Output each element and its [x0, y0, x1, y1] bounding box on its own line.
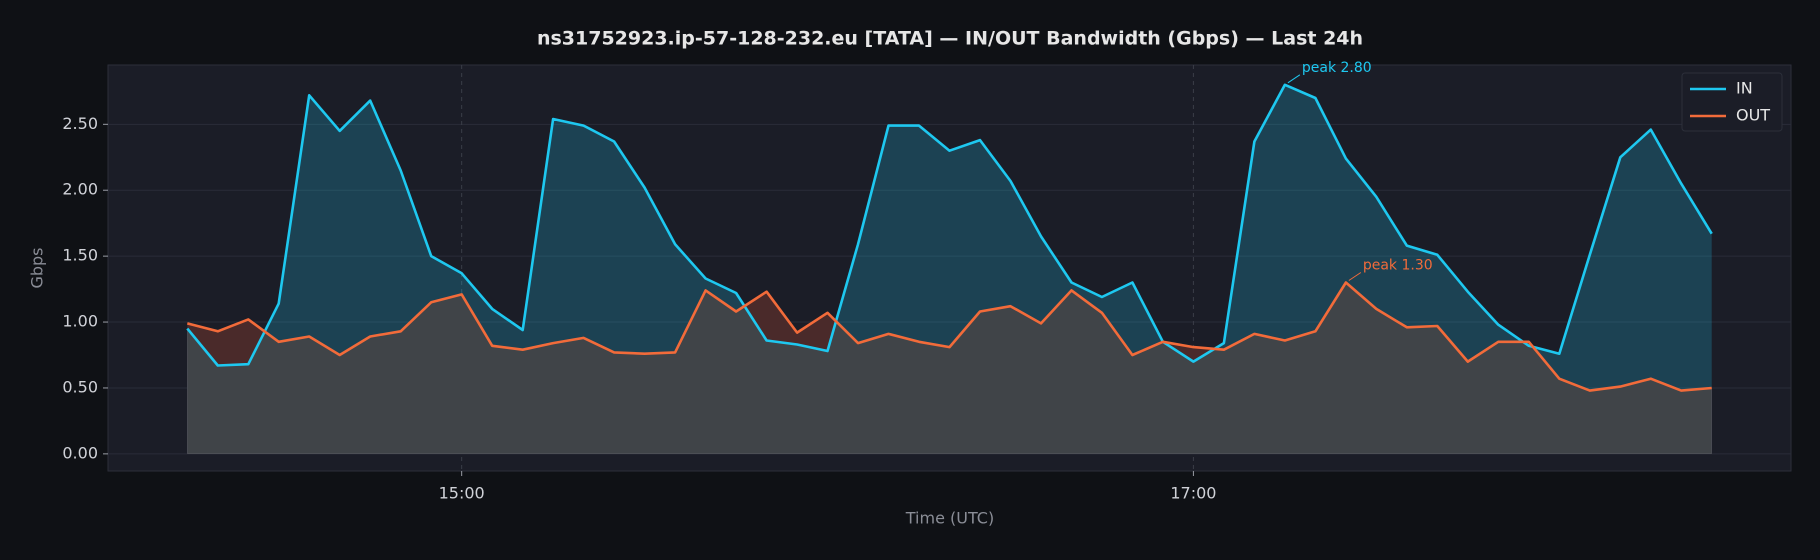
annotation-arrow — [1348, 272, 1362, 281]
legend-label: OUT — [1736, 106, 1770, 125]
y-tick-label: 1.00 — [62, 312, 98, 331]
annotation: peak 1.30 — [1363, 258, 1433, 274]
legend-label: IN — [1736, 79, 1753, 98]
y-tick-label: 0.00 — [62, 443, 98, 462]
y-tick-label: 2.50 — [62, 114, 98, 133]
y-tick-label: 0.50 — [62, 377, 98, 396]
annotation-arrow — [1287, 74, 1301, 84]
y-tick-label: 2.00 — [62, 180, 98, 199]
x-axis-label: Time (UTC) — [905, 509, 994, 528]
annotation: peak 2.80 — [1302, 60, 1372, 76]
series-line — [186, 281, 1712, 392]
legend: IN OUT — [1681, 72, 1783, 132]
y-axis-label: Gbps — [28, 247, 47, 288]
x-tick-label: 15:00 — [439, 484, 485, 503]
chart-title: ns31752923.ip-57-128-232.eu [TATA] — IN/… — [537, 28, 1363, 50]
series-line — [186, 83, 1713, 367]
y-tick-label: 1.50 — [62, 246, 98, 265]
x-tick-label: 17:00 — [1170, 484, 1216, 503]
